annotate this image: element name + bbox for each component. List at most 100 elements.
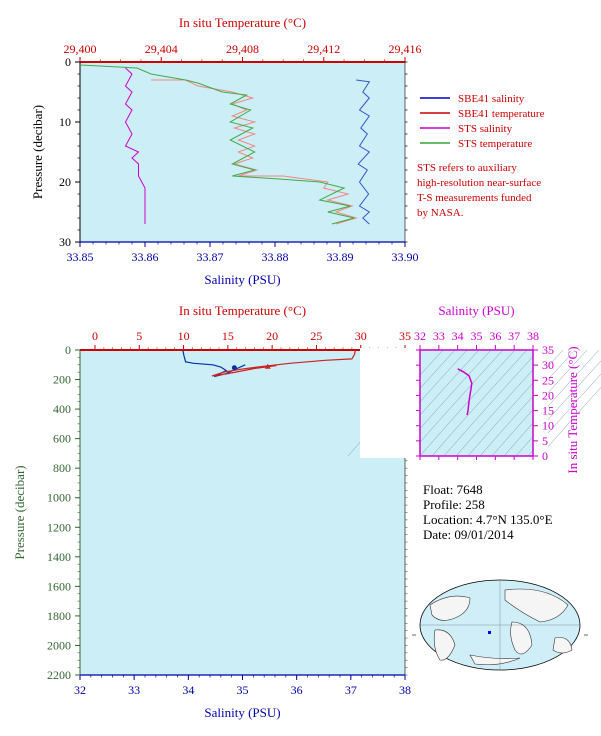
legend-label-1: SBE41 temperature xyxy=(458,108,545,120)
panel1-sal-tick-label: 33.89 xyxy=(327,250,354,264)
panel2-sal-tick-label: 37 xyxy=(345,683,357,697)
ts-temp-tick-label: 0 xyxy=(542,449,548,463)
panel1-sal-axis-label: Salinity (PSU) xyxy=(204,272,280,287)
panel2-temp-tick-label: 10 xyxy=(178,329,190,343)
panel1-sal-tick-label: 33.88 xyxy=(262,250,289,264)
ts-sal-tick-label: 34 xyxy=(452,329,464,343)
panel2-pressure-tick-label: 0 xyxy=(65,343,71,357)
ts-sal-tick-label: 35 xyxy=(471,329,483,343)
world-map-land xyxy=(469,654,521,666)
ts-sal-tick-label: 33 xyxy=(433,329,445,343)
profile-number: Profile: 258 xyxy=(423,497,485,512)
panel2-plot-area xyxy=(79,349,406,676)
panel2-sal-tick-label: 33 xyxy=(128,683,140,697)
world-map-land xyxy=(429,595,471,621)
world-map-land xyxy=(504,588,569,623)
float-info: Float: 7648 Profile: 258 Location: 4.7°N… xyxy=(423,482,553,542)
panel1-temp-tick-label: 29,412 xyxy=(307,42,340,56)
panel1-series-0 xyxy=(356,79,371,225)
world-map-land xyxy=(510,621,533,655)
ts-sal-tick-label: 36 xyxy=(489,329,501,343)
panel2-temp-tick-label: 25 xyxy=(310,329,322,343)
panel2-pressure-tick-label: 800 xyxy=(53,461,71,475)
note-line-1: STS refers to auxiliary xyxy=(417,162,517,174)
ts-temp-tick-label: 20 xyxy=(542,388,554,402)
ts-temp-axis-label: In situ Temperature (°C) xyxy=(565,346,580,473)
panel2-temp-tick-label: 20 xyxy=(266,329,278,343)
ts-temp-tick-label: 15 xyxy=(542,404,554,418)
panel2-sal-axis-label: Salinity (PSU) xyxy=(204,705,280,720)
panel1-sal-tick-label: 33.90 xyxy=(392,250,419,264)
panel2-pressure-tick-label: 2000 xyxy=(47,638,71,652)
panel2-pressure-tick-label: 1400 xyxy=(47,550,71,564)
panel2-pressure-tick-label: 600 xyxy=(53,432,71,446)
panel2-sal-tick-label: 32 xyxy=(74,683,86,697)
ts-density-contour xyxy=(419,349,516,457)
ts-temp-tick-label: 5 xyxy=(542,434,548,448)
panel2-temp-axis-label: In situ Temperature (°C) xyxy=(179,303,306,318)
date: Date: 09/01/2014 xyxy=(423,527,514,542)
panel2-temp-tick-label: 30 xyxy=(355,329,367,343)
panel2-pressure-axis-label: Pressure (decibar) xyxy=(12,465,27,559)
panel2-sal-tick-label: 35 xyxy=(237,683,249,697)
panel1-pressure-tick-label: 20 xyxy=(59,175,71,189)
legend-label-0: SBE41 salinity xyxy=(458,93,525,105)
ts-temp-tick-label: 10 xyxy=(542,419,554,433)
legend-label-3: STS temperature xyxy=(458,138,532,150)
panel2-salinity-marker xyxy=(231,365,237,371)
world-map-land xyxy=(433,629,456,661)
panel2-temperature-marker xyxy=(264,363,271,369)
panel1-temp-axis-label: In situ Temperature (°C) xyxy=(179,15,306,30)
panel1-temp-tick-label: 29,404 xyxy=(145,42,178,56)
panel2-pressure-tick-label: 400 xyxy=(53,402,71,416)
panel2-series-temperature xyxy=(211,350,356,377)
panel1-sal-tick-label: 33.86 xyxy=(132,250,159,264)
panel2-sal-tick-label: 38 xyxy=(399,683,411,697)
panel2-pressure-tick-label: 200 xyxy=(53,373,71,387)
panel2-temp-tick-label: 15 xyxy=(222,329,234,343)
ts-density-contour xyxy=(515,360,601,457)
panel2-temp-tick-label: 0 xyxy=(92,329,98,343)
panel2-pressure-tick-label: 1200 xyxy=(47,520,71,534)
ts-sal-tick-label: 32 xyxy=(414,329,426,343)
sts-note: STS refers to auxiliary high-resolution … xyxy=(417,161,595,221)
note-line-3: T-S measurements funded xyxy=(417,192,532,204)
ts-sal-tick-label: 37 xyxy=(508,329,520,343)
panel1-sal-tick-label: 33.87 xyxy=(197,250,224,264)
panel1-series-2 xyxy=(124,67,146,224)
panel1-sal-tick-label: 33.85 xyxy=(67,250,94,264)
float-location-marker xyxy=(488,631,491,634)
ts-temp-tick-label: 30 xyxy=(542,358,554,372)
note-line-4: by NASA. xyxy=(417,207,464,219)
panel1-pressure-tick-label: 0 xyxy=(65,55,71,69)
panel1-series-3 xyxy=(79,64,355,225)
ts-density-contour xyxy=(539,386,601,457)
ts-sal-tick-label: 38 xyxy=(527,329,539,343)
panel1-plot-area xyxy=(79,61,406,243)
world-map-land xyxy=(552,637,573,654)
note-line-2: high-resolution near-surface xyxy=(417,177,542,189)
panel2-sal-tick-label: 34 xyxy=(182,683,194,697)
ts-sal-axis-label: Salinity (PSU) xyxy=(438,303,514,318)
panel2-pressure-tick-label: 1600 xyxy=(47,579,71,593)
panel2-temp-tick-label: 35 xyxy=(399,329,411,343)
ts-temp-tick-label: 35 xyxy=(542,343,554,357)
panel1-temp-tick-label: 29,408 xyxy=(226,42,259,56)
panel1-pressure-axis-label: Pressure (decibar) xyxy=(30,105,45,199)
panel2-pressure-tick-label: 2200 xyxy=(47,668,71,682)
ts-density-contour xyxy=(479,349,576,457)
panel1-pressure-tick-label: 30 xyxy=(59,235,71,249)
ts-density-contour xyxy=(431,349,528,457)
panel2-series-salinity xyxy=(182,350,246,378)
ts-density-contour xyxy=(443,349,540,457)
float-id: Float: 7648 xyxy=(423,482,483,497)
ts-density-contour xyxy=(467,349,564,457)
panel2-pressure-tick-label: 1800 xyxy=(47,609,71,623)
ts-mask-left xyxy=(360,348,419,458)
panel1-temp-tick-label: 29,400 xyxy=(64,42,97,56)
panel1-series-1 xyxy=(151,79,358,225)
ts-curve xyxy=(457,368,473,416)
legend-label-2: STS salinity xyxy=(458,123,513,135)
ts-mask-right xyxy=(534,348,548,458)
